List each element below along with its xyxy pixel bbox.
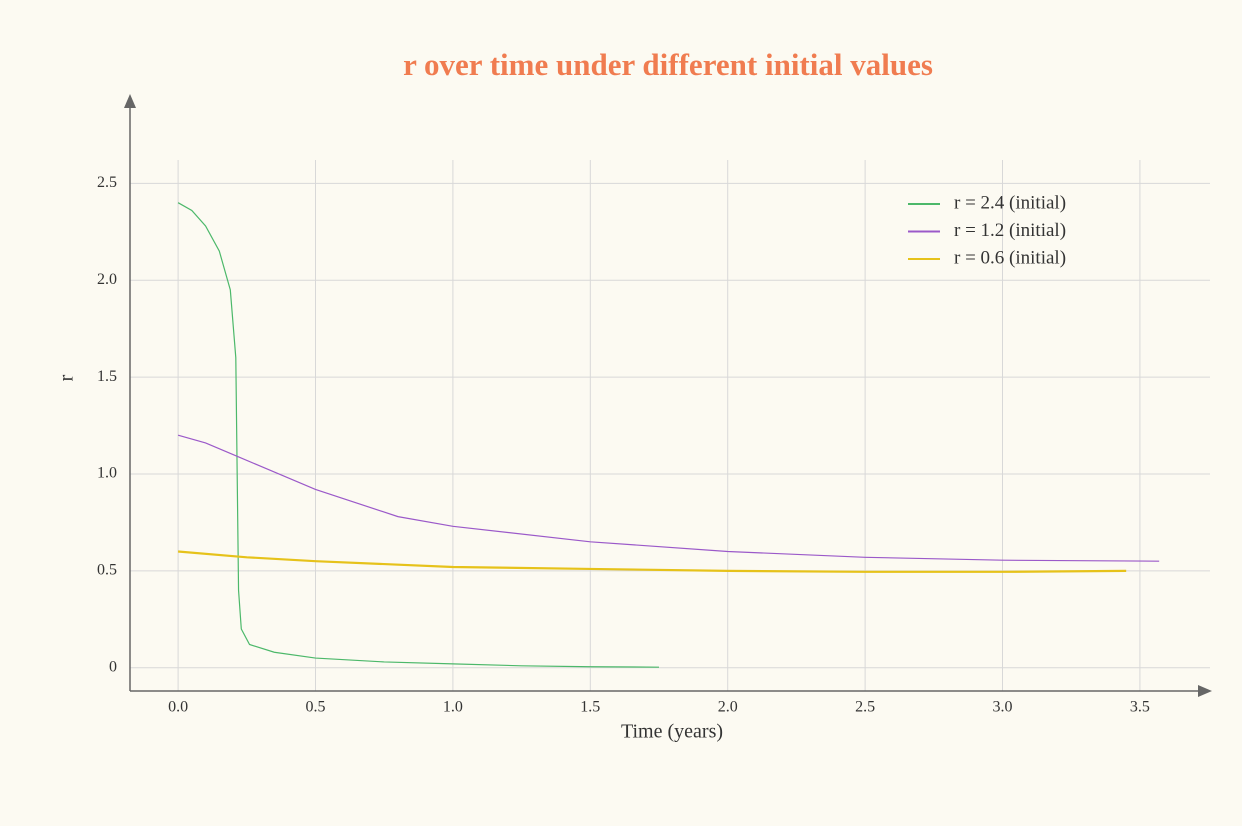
series-line: [177, 434, 1160, 562]
x-tick-label: 3.0: [993, 699, 1013, 716]
legend-label: r = 1.2 (initial): [954, 220, 1066, 241]
x-tick-label: 2.5: [855, 699, 875, 716]
x-tick-label: 0.5: [305, 699, 325, 716]
lines: [177, 202, 1160, 668]
legend-label: r = 0.6 (initial): [954, 247, 1066, 268]
x-tick-label: 1.0: [443, 699, 463, 716]
legend: r = 2.4 (initial) r = 1.2 (initial) r = 0.…: [908, 192, 1066, 268]
y-axis-label: r: [56, 374, 78, 381]
x-tick-label: 3.5: [1130, 699, 1150, 716]
y-tick-label: 0: [109, 658, 117, 675]
series-line: [177, 202, 660, 668]
y-axis-arrow: [124, 94, 136, 108]
x-axis-arrow: [1198, 685, 1212, 697]
x-axis-label: Time (years): [621, 721, 723, 743]
x-tick-label: 1.5: [580, 699, 600, 716]
y-tick-label: 0.5: [97, 562, 117, 579]
chart-title: r over time under different initial valu…: [403, 47, 933, 82]
y-tick-label: 2.5: [97, 174, 117, 191]
series-line: [177, 550, 1127, 573]
y-tick-label: 1.5: [97, 368, 117, 385]
x-tick-label: 2.0: [718, 699, 738, 716]
x-tick-label: 0.0: [168, 699, 188, 716]
y-tick-label: 1.0: [97, 465, 117, 482]
legend-label: r = 2.4 (initial): [954, 192, 1066, 213]
y-tick-label: 2.0: [97, 271, 117, 288]
